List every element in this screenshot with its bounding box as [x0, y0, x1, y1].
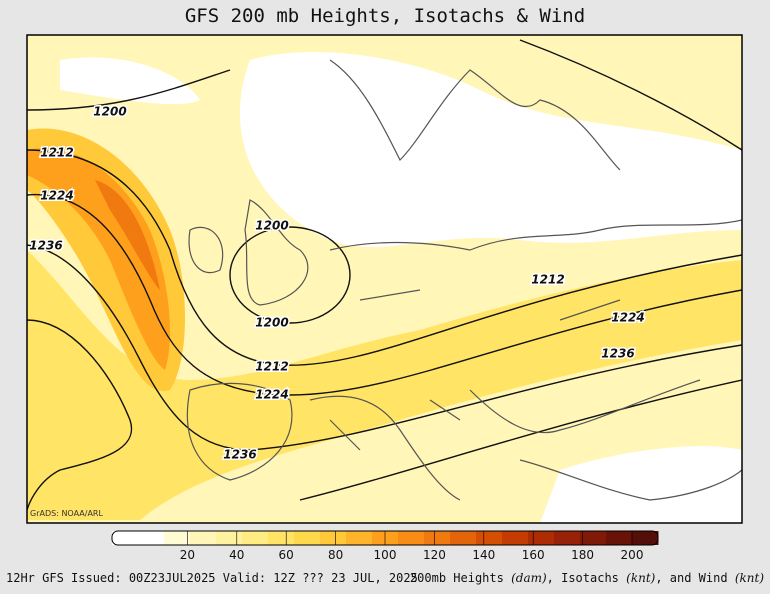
- colorbar-label: 100: [374, 548, 397, 562]
- credit: GrADS: NOAA/ARL: [30, 509, 103, 518]
- colorbar: 20 40 60 80 100 120 140 160 180 200: [111, 530, 659, 562]
- contour-label: 1236: [223, 448, 256, 462]
- colorbar-label: 40: [229, 548, 244, 562]
- colorbar-segment: [606, 531, 633, 545]
- colorbar-segment: [632, 531, 659, 545]
- title: GFS 200 mb Heights, Isotachs & Wind: [185, 5, 585, 27]
- colorbar-segment: [216, 531, 243, 545]
- colorbar-segment: [112, 531, 139, 545]
- colorbar-segment: [138, 531, 165, 545]
- contour-label: 1200: [93, 105, 126, 119]
- map: [27, 35, 742, 523]
- footer-part: (dam): [511, 571, 547, 585]
- contour-label: 1236: [29, 239, 62, 253]
- colorbar-segment: [450, 531, 477, 545]
- map-frame: [26, 34, 743, 524]
- colorbar-segment: [528, 531, 555, 545]
- footer-right: 200mb Heights (dam), Isotachs (knt), and…: [410, 571, 764, 585]
- colorbar-segment: [190, 531, 217, 545]
- contour-label: 1224: [611, 311, 644, 325]
- colorbar-label: 160: [522, 548, 545, 562]
- colorbar-label: 180: [571, 548, 594, 562]
- colorbar-segment: [580, 531, 607, 545]
- colorbar-segment: [502, 531, 529, 545]
- footer-part: 200mb Heights: [410, 571, 511, 585]
- contour-label: 1212: [40, 146, 73, 160]
- footer-part: (knt): [626, 571, 656, 585]
- contour-label: 1212: [531, 273, 564, 287]
- colorbar-segment: [268, 531, 295, 545]
- colorbar-label: 120: [423, 548, 446, 562]
- colorbar-segment: [424, 531, 451, 545]
- colorbar-label: 200: [621, 548, 644, 562]
- contour-label: 1236: [601, 347, 634, 361]
- colorbar-segment: [554, 531, 581, 545]
- colorbar-segment: [320, 531, 347, 545]
- contour-label: 1212: [255, 360, 288, 374]
- colorbar-label: 80: [328, 548, 343, 562]
- contour-label: 1200: [255, 219, 288, 233]
- colorbar-segment: [242, 531, 269, 545]
- colorbar-label: 60: [279, 548, 294, 562]
- footer-left: 12Hr GFS Issued: 00Z23JUL2025 Valid: 12Z…: [6, 571, 418, 585]
- colorbar-segment: [294, 531, 321, 545]
- colorbar-label: 140: [472, 548, 495, 562]
- footer-part: , and Wind: [655, 571, 734, 585]
- colorbar-segment: [398, 531, 425, 545]
- colorbar-segment: [164, 531, 191, 545]
- colorbar-segment: [476, 531, 503, 545]
- contour-label: 1224: [255, 388, 288, 402]
- colorbar-label: 20: [180, 548, 195, 562]
- colorbar-segment: [346, 531, 373, 545]
- footer-part: , Isotachs: [547, 571, 626, 585]
- footer-part: (knt): [735, 571, 765, 585]
- contour-label: 1200: [255, 316, 288, 330]
- contour-label: 1224: [40, 189, 73, 203]
